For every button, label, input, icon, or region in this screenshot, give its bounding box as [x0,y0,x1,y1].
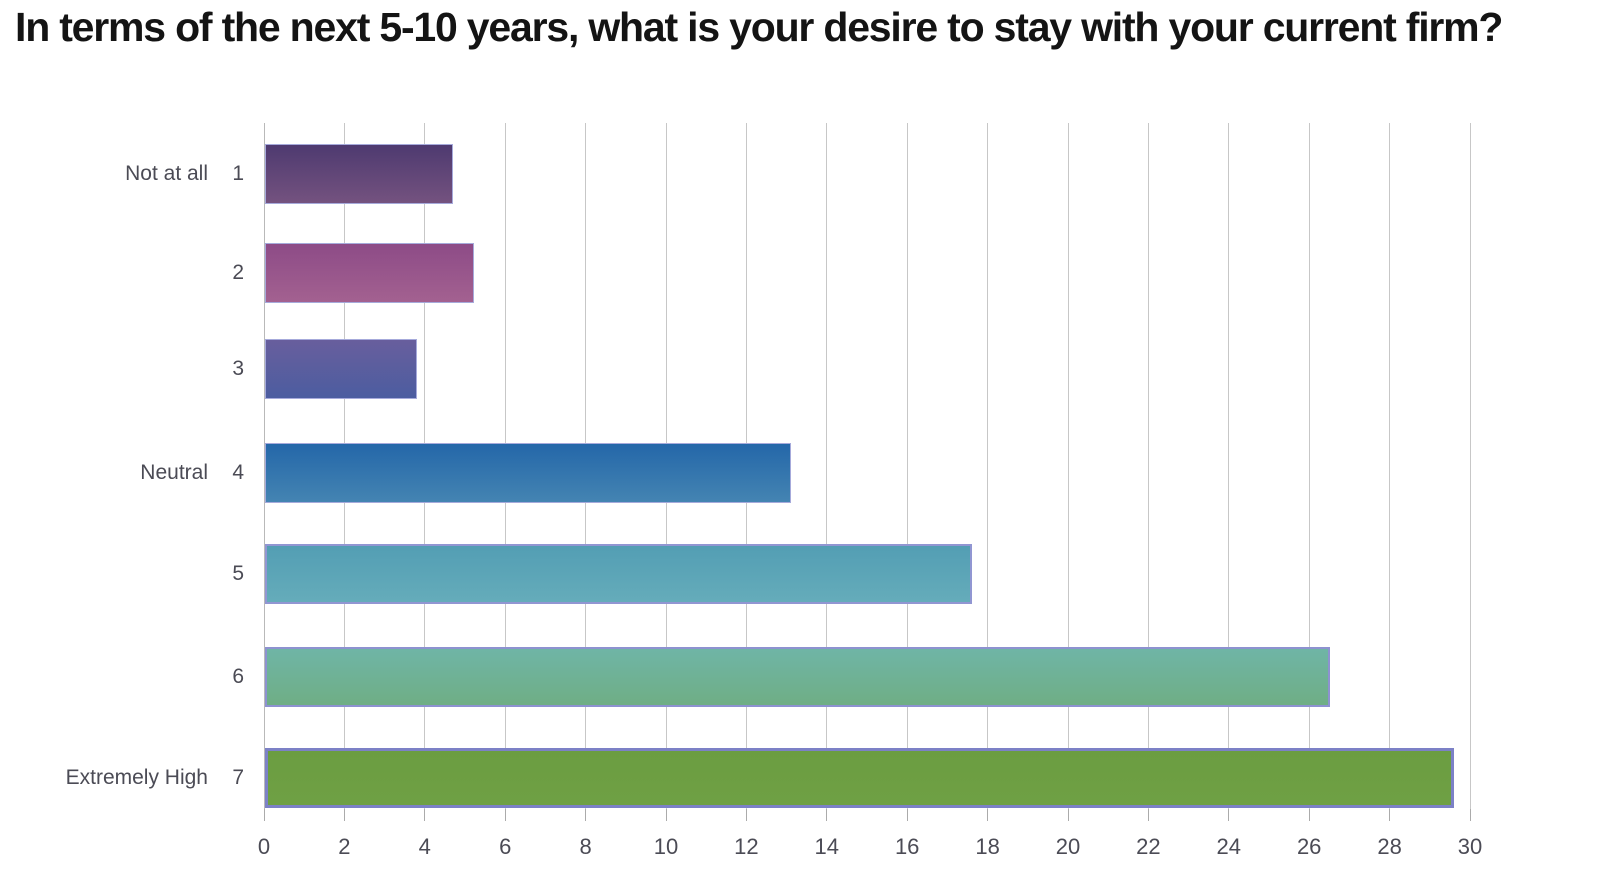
y-label-scale: 6 [232,665,244,688]
x-tick-mark [1067,809,1069,821]
x-tick-label: 4 [418,834,431,859]
x-tick-mark [826,809,828,821]
gridline [826,123,828,809]
x-tick-label: 24 [1216,834,1242,859]
bar-4[interactable] [264,443,792,503]
gridline [987,123,989,809]
gridline [1147,123,1149,809]
y-axis-line [263,123,265,809]
y-label-group: Not at all [125,162,208,185]
x-tick-mark [745,809,747,821]
x-tick-mark [424,809,426,821]
x-tick-mark [343,809,345,821]
x-tick-mark [585,809,587,821]
y-label-scale: 7 [232,766,244,789]
x-tick-mark [1469,809,1471,821]
x-tick-mark [1147,809,1149,821]
x-tick-mark [1308,809,1310,821]
y-label-scale: 2 [232,261,244,284]
bar-2[interactable] [264,243,474,303]
x-tick-label: 14 [814,834,840,859]
bar-7[interactable] [264,748,1455,808]
x-tick-label: 0 [257,834,271,859]
bar-6[interactable] [264,647,1330,707]
x-tick-label: 12 [734,834,759,859]
gridline [906,123,908,809]
x-tick-mark [665,809,667,821]
x-tick-label: 8 [579,834,592,859]
gridline [1067,123,1069,809]
x-tick-mark [263,809,265,821]
x-tick-mark [906,809,908,821]
bar-1[interactable] [264,144,454,204]
gridline [1469,123,1471,809]
x-tick-label: 28 [1377,834,1402,859]
bar-3[interactable] [264,339,418,399]
gridline [1308,123,1310,809]
x-tick-label: 22 [1136,834,1161,859]
y-label-scale: 1 [232,162,244,185]
y-label-scale: 4 [232,461,244,484]
x-tick-label: 16 [894,834,920,859]
x-tick-mark [1228,809,1230,821]
x-tick-mark [504,809,506,821]
x-tick-label: 30 [1457,834,1483,859]
x-tick-label: 26 [1296,834,1322,859]
y-label-group: Extremely High [65,766,208,789]
x-tick-label: 20 [1055,834,1081,859]
x-tick-label: 18 [975,834,1000,859]
gridline [1228,123,1230,809]
x-tick-label: 10 [653,834,679,859]
gridline [1389,123,1391,809]
x-tick-mark [1389,809,1391,821]
x-tick-label: 2 [338,834,351,859]
y-label-scale: 5 [232,562,244,585]
y-label-scale: 3 [232,357,244,380]
y-label-group: Neutral [140,461,208,484]
chart-title: In terms of the next 5-10 years, what is… [15,4,1503,50]
x-tick-mark [987,809,989,821]
x-tick-label: 6 [499,834,512,859]
bar-5[interactable] [264,544,973,604]
